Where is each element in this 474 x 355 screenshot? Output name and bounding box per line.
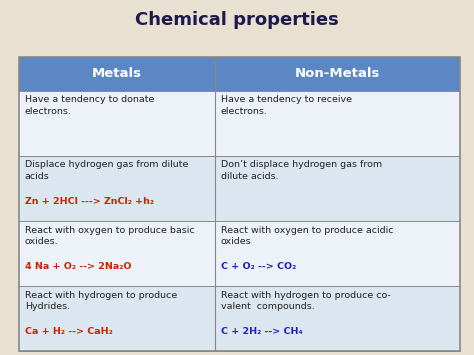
Bar: [215, 57, 460, 91]
Text: Don’t displace hydrogen gas from
dilute acids.: Don’t displace hydrogen gas from dilute …: [221, 160, 382, 181]
Text: Have a tendency to receive
electrons.: Have a tendency to receive electrons.: [221, 95, 352, 116]
Bar: [19, 286, 215, 351]
Bar: [19, 57, 460, 351]
Bar: [215, 91, 460, 156]
Text: Chemical properties: Chemical properties: [135, 11, 339, 28]
Text: Have a tendency to donate
electrons.: Have a tendency to donate electrons.: [25, 95, 154, 116]
Text: Displace hydrogen gas from dilute
acids: Displace hydrogen gas from dilute acids: [25, 160, 188, 181]
Text: React with hydrogen to produce
Hydrides.: React with hydrogen to produce Hydrides.: [25, 291, 177, 311]
Bar: [215, 156, 460, 221]
Bar: [19, 156, 215, 221]
Text: Non-Metals: Non-Metals: [295, 67, 380, 80]
Bar: [19, 57, 215, 91]
Bar: [215, 286, 460, 351]
Text: C + O₂ --> CO₂: C + O₂ --> CO₂: [221, 262, 296, 271]
Text: Zn + 2HCl ---> ZnCl₂ +h₂: Zn + 2HCl ---> ZnCl₂ +h₂: [25, 197, 154, 206]
Bar: [19, 221, 215, 286]
Bar: [215, 221, 460, 286]
Text: C + 2H₂ --> CH₄: C + 2H₂ --> CH₄: [221, 327, 302, 337]
Text: React with oxygen to produce basic
oxides.: React with oxygen to produce basic oxide…: [25, 226, 194, 246]
Text: React with hydrogen to produce co-
valent  compounds.: React with hydrogen to produce co- valen…: [221, 291, 391, 311]
Text: 4 Na + O₂ --> 2Na₂O: 4 Na + O₂ --> 2Na₂O: [25, 262, 131, 271]
Text: React with oxygen to produce acidic
oxides: React with oxygen to produce acidic oxid…: [221, 226, 393, 246]
Bar: [19, 91, 215, 156]
Text: Metals: Metals: [92, 67, 142, 80]
Text: Ca + H₂ --> CaH₂: Ca + H₂ --> CaH₂: [25, 327, 112, 337]
